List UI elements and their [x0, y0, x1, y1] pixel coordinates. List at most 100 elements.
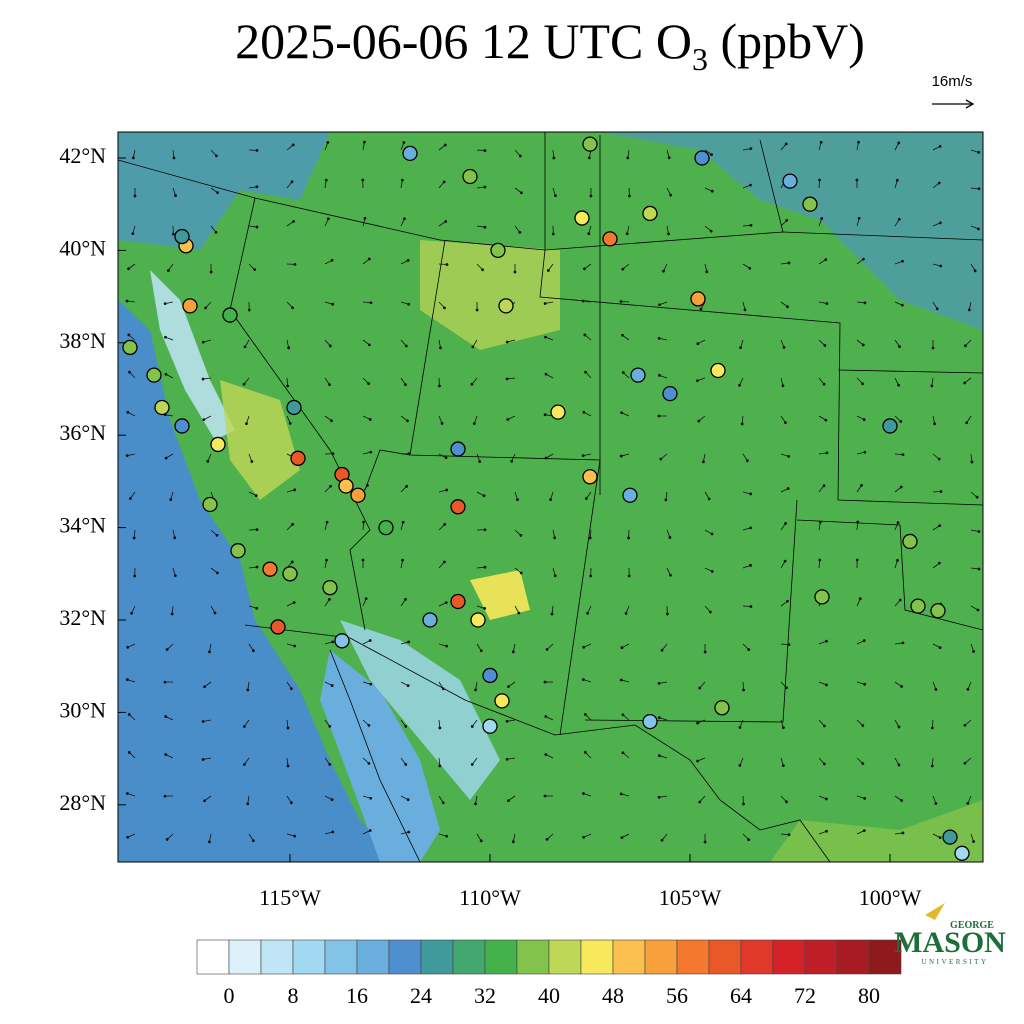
station	[402, 145, 418, 162]
wind-arrow-head	[471, 345, 475, 349]
colorbar-box	[452, 939, 486, 975]
wind-arrow-head	[901, 831, 905, 835]
colorbar-tick-label: 16	[346, 983, 368, 1008]
wind-arrow-head	[897, 141, 901, 145]
wind-arrow-head	[287, 346, 291, 350]
wind-arrow-head	[898, 345, 901, 348]
wind-arrow-head	[582, 645, 586, 649]
wind-arrow-head	[127, 751, 131, 754]
wind-arrow-head	[363, 216, 367, 220]
station	[338, 478, 354, 494]
wind-arrow-head	[483, 528, 487, 532]
wind-arrow-head	[442, 560, 446, 564]
wind-arrow-head	[749, 223, 753, 227]
wind-arrow-head	[165, 838, 169, 841]
wind-arrow-head	[938, 221, 942, 225]
wind-arrow-head	[407, 452, 411, 456]
wind-arrow-head	[825, 302, 829, 305]
wind-arrow-head	[587, 232, 591, 236]
colorbar-tick-label: 40	[538, 983, 560, 1008]
station	[910, 598, 926, 614]
wind-arrow-head	[977, 530, 981, 533]
wind-arrow-head	[938, 144, 942, 148]
wind-arrow-head	[863, 682, 867, 686]
wind-arrow-head	[367, 382, 371, 386]
wind-arrow-head	[246, 688, 250, 692]
colorbar-box	[740, 939, 774, 975]
wind-arrow-head	[127, 267, 130, 271]
wind-arrow-head	[619, 678, 623, 682]
wind-arrow-head	[822, 484, 826, 488]
wind-arrow-head	[483, 185, 487, 189]
wind-arrow-head	[201, 377, 205, 381]
wind-arrow-head	[215, 154, 218, 158]
wind-arrow-head	[657, 795, 661, 799]
wind-arrow-head	[544, 715, 548, 718]
wind-arrow-head	[445, 263, 449, 266]
station	[182, 298, 198, 314]
gulf-of-california	[320, 650, 440, 862]
wind-arrow-head	[544, 456, 548, 460]
wind-arrow-head	[738, 383, 741, 387]
wind-arrow-head	[163, 794, 167, 798]
wind-arrow-head	[362, 520, 365, 524]
wind-arrow-head	[438, 764, 442, 768]
wind-arrow-head	[658, 303, 661, 307]
terrain-high	[770, 800, 983, 862]
wind-arrow-head	[857, 140, 860, 144]
wind-arrow-head	[589, 194, 593, 198]
wind-arrow-head	[441, 687, 445, 691]
wind-arrow-head	[404, 725, 408, 728]
title-main: 2025-06-06 12 UTC O	[235, 13, 692, 69]
wind-arrow-head	[825, 797, 828, 801]
wind-arrow-head	[369, 301, 373, 305]
wind-arrow-head	[483, 225, 487, 229]
wind-arrow-head	[976, 608, 980, 612]
colorbar-tick-label: 72	[794, 983, 816, 1008]
wind-arrow-head	[707, 497, 711, 501]
wind-arrow-head	[470, 763, 474, 766]
wind-arrow-head	[581, 454, 585, 458]
station	[942, 829, 958, 845]
wind-arrow-head	[551, 232, 555, 236]
wind-arrow-head	[163, 680, 167, 684]
station	[574, 210, 590, 226]
station	[690, 291, 706, 307]
wind-arrow-head	[696, 342, 700, 346]
wind-arrow-head	[749, 147, 753, 151]
wind-arrow-head	[584, 370, 587, 374]
wind-arrow-head	[861, 382, 864, 386]
wind-arrow-head	[930, 384, 934, 388]
wind-arrow-head	[823, 344, 827, 347]
wind-arrow-head	[328, 344, 332, 348]
wind-arrow-head	[406, 258, 410, 262]
wind-arrow-head	[206, 459, 210, 463]
wind-arrow-head	[204, 306, 207, 310]
wind-arrow-head	[620, 646, 624, 650]
colorbar-box	[868, 939, 902, 975]
wind-arrow-head	[439, 346, 442, 350]
wind-arrow-head	[407, 302, 411, 306]
wind-arrow-head	[977, 567, 981, 571]
wind-arrow-head	[930, 764, 934, 768]
wind-arrow-head	[201, 340, 205, 344]
lat-tick-label: 38°N	[59, 328, 106, 353]
lat-tick-label: 42°N	[59, 143, 106, 168]
station	[482, 667, 498, 684]
wind-arrow-head	[621, 751, 625, 755]
wind-arrow-head	[620, 836, 624, 840]
wind-arrow-head	[710, 570, 714, 573]
station	[450, 593, 466, 610]
station	[642, 205, 658, 222]
wind-arrow-head	[131, 156, 135, 160]
wind-arrow-head	[445, 644, 449, 648]
wind-arrow-head	[900, 799, 904, 802]
wind-arrow-head	[242, 763, 246, 766]
wind-arrow-head	[132, 536, 136, 540]
wind-arrow-head	[583, 713, 587, 716]
wind-arrow-head	[520, 191, 523, 195]
wind-arrow-head	[582, 835, 586, 839]
wind-arrow-head	[133, 574, 137, 578]
station	[282, 566, 298, 582]
wind-arrow-head	[863, 301, 867, 305]
